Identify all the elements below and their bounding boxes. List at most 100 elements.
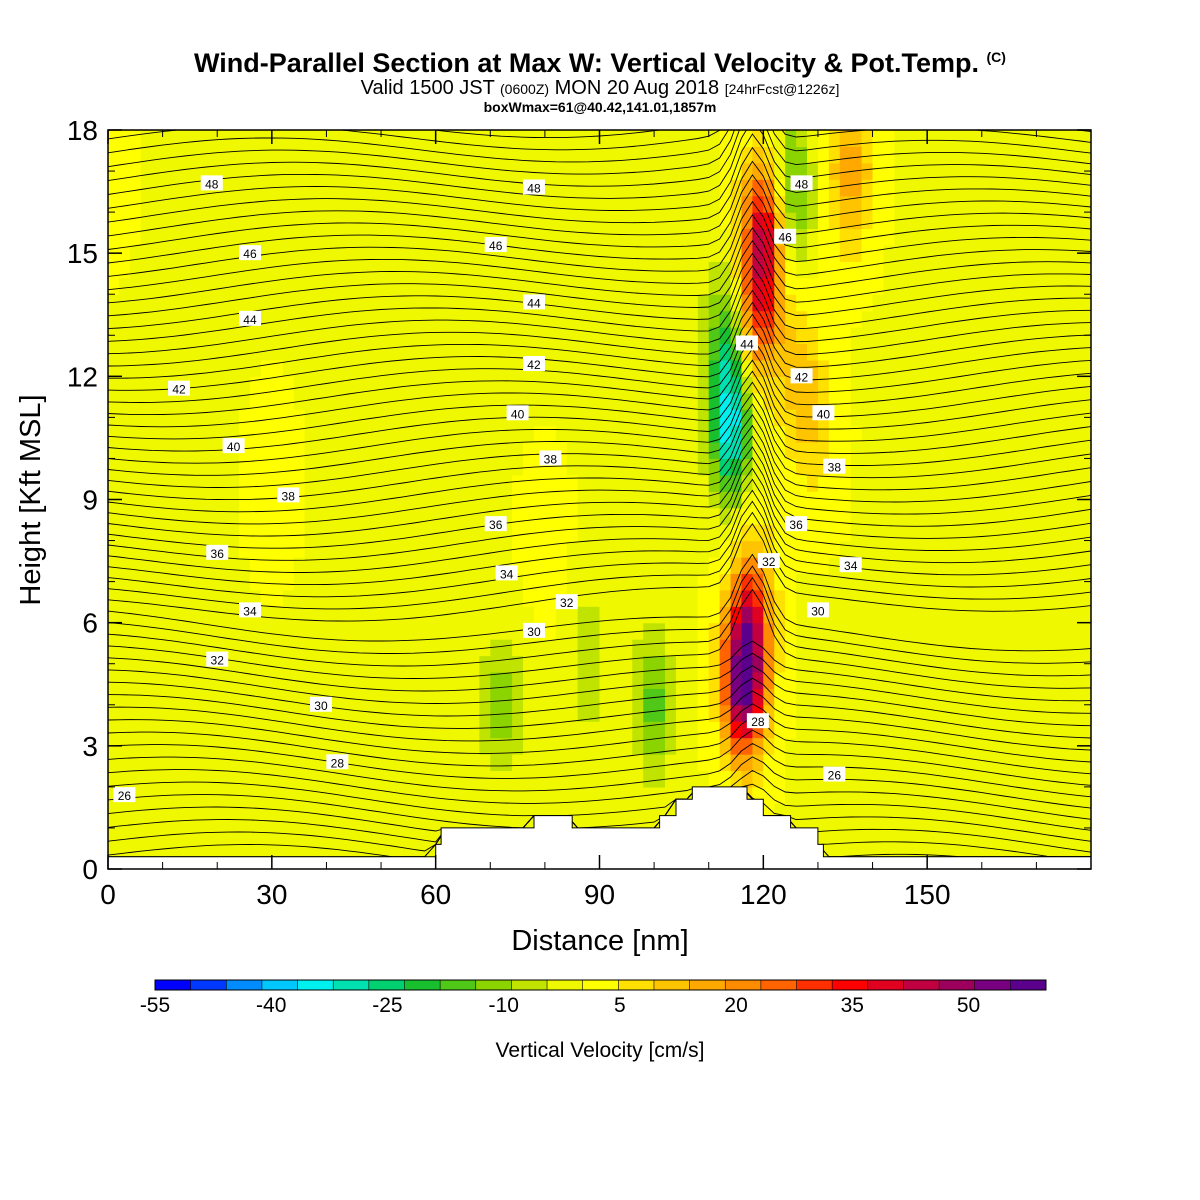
w-cell [599, 606, 612, 624]
w-cell [348, 294, 360, 312]
w-cell [555, 803, 568, 821]
w-cell [249, 458, 262, 476]
w-cell [686, 359, 699, 377]
w-cell [905, 639, 917, 657]
w-cell [337, 228, 349, 246]
w-cell [970, 688, 983, 706]
w-cell [796, 228, 808, 246]
w-cell [457, 458, 470, 476]
w-cell [796, 376, 808, 394]
w-cell [992, 310, 1005, 328]
w-cell [654, 146, 666, 164]
w-cell [337, 212, 349, 230]
w-cell [599, 277, 612, 295]
w-cell [435, 392, 448, 410]
w-cell [796, 442, 808, 460]
w-cell [599, 212, 612, 230]
w-cell [1014, 162, 1027, 180]
w-cell [850, 162, 863, 180]
w-cell [523, 754, 535, 772]
w-cell [839, 606, 852, 624]
w-cell [424, 721, 437, 739]
w-cell [883, 327, 895, 345]
w-cell [686, 573, 699, 591]
w-cell [184, 836, 196, 854]
w-cell [304, 836, 317, 854]
w-cell [337, 343, 349, 361]
w-cell [228, 737, 240, 755]
w-cell [162, 507, 175, 525]
w-cell [599, 310, 612, 328]
w-cell [195, 754, 207, 772]
w-cell [424, 442, 437, 460]
w-cell [1003, 721, 1016, 739]
w-cell [1047, 540, 1059, 558]
w-cell [730, 146, 743, 164]
w-cell [719, 589, 732, 607]
w-cell [686, 524, 699, 542]
w-cell [981, 704, 994, 722]
w-cell [359, 261, 371, 279]
w-cell [173, 130, 186, 148]
w-cell [512, 212, 524, 230]
w-cell [140, 162, 153, 180]
w-cell [752, 343, 764, 361]
w-cell [129, 244, 142, 262]
w-cell [544, 540, 557, 558]
colorbar-swatch [760, 980, 797, 990]
w-cell [544, 622, 557, 640]
w-cell [446, 770, 459, 788]
w-cell [402, 819, 415, 837]
w-cell [938, 162, 950, 180]
contour-label: 32 [560, 596, 574, 610]
w-cell [512, 556, 524, 574]
w-cell [490, 458, 502, 476]
w-cell [817, 622, 830, 640]
w-cell [872, 327, 885, 345]
w-cell [817, 294, 830, 312]
w-cell [839, 294, 852, 312]
w-cell [621, 244, 633, 262]
w-cell [162, 261, 175, 279]
w-cell [424, 622, 437, 640]
w-cell [1036, 442, 1048, 460]
w-cell [763, 770, 775, 788]
w-cell [304, 343, 317, 361]
w-cell [774, 162, 786, 180]
w-cell [457, 212, 470, 230]
w-cell [391, 507, 404, 525]
w-cell [643, 130, 655, 148]
w-cell [916, 179, 928, 197]
w-cell [774, 130, 786, 148]
w-cell [610, 376, 622, 394]
w-cell [883, 179, 895, 197]
w-cell [938, 737, 950, 755]
w-cell [774, 179, 786, 197]
w-cell [1036, 179, 1048, 197]
w-cell [785, 556, 797, 574]
w-cell [1047, 704, 1059, 722]
w-cell [981, 688, 994, 706]
w-cell [118, 524, 131, 542]
w-cell [501, 474, 513, 492]
w-cell [304, 770, 317, 788]
w-cell [970, 327, 983, 345]
w-cell [348, 606, 360, 624]
w-cell [1047, 770, 1059, 788]
contour-label-box [812, 405, 835, 421]
w-cell [970, 803, 983, 821]
w-cell [501, 228, 513, 246]
w-cell [610, 737, 622, 755]
w-cell [304, 425, 317, 443]
w-cell [981, 244, 994, 262]
w-cell [228, 671, 240, 689]
w-cell [479, 704, 491, 722]
w-cell [490, 524, 502, 542]
w-cell [850, 737, 863, 755]
w-cell [861, 130, 874, 148]
w-cell [260, 442, 273, 460]
w-cell [140, 655, 153, 673]
w-cell [555, 359, 568, 377]
w-cell [326, 327, 338, 345]
w-cell [643, 244, 655, 262]
